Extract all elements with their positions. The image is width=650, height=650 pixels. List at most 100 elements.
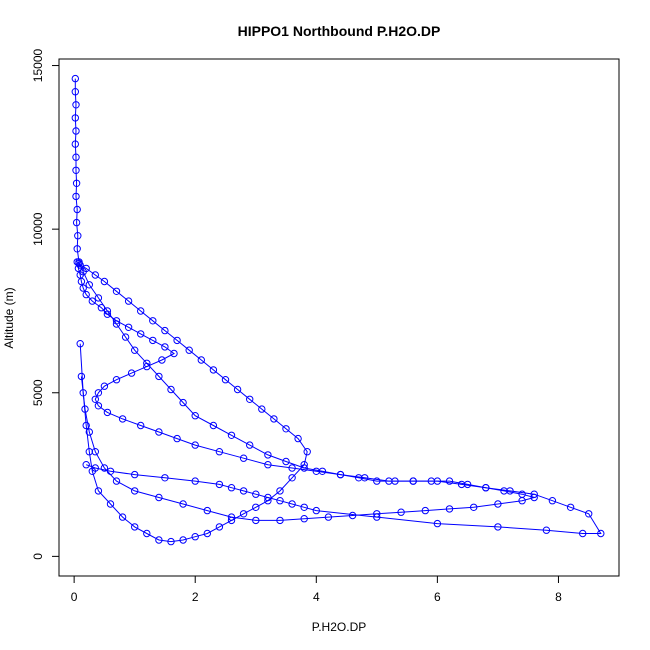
data-point — [88, 297, 97, 305]
data-point — [94, 389, 103, 397]
data-point — [112, 477, 121, 485]
data-point — [161, 343, 169, 351]
data-point — [131, 487, 139, 495]
y-axis-label: Altitude (m) — [2, 287, 16, 348]
data-point — [500, 487, 508, 495]
y-axis: 0 5000 10000 15000 — [31, 48, 60, 560]
data-point — [94, 487, 103, 495]
x-tick-label: 0 — [71, 590, 78, 604]
data-point — [185, 346, 193, 354]
data-point — [227, 513, 236, 521]
data-point — [112, 376, 121, 384]
data-point — [397, 508, 405, 516]
data-point — [131, 346, 139, 354]
data-point — [294, 434, 302, 443]
data-point — [121, 333, 130, 341]
data-point — [373, 510, 381, 518]
data-point — [79, 284, 87, 292]
series-line — [76, 261, 308, 543]
data-point — [355, 474, 363, 482]
data-point — [252, 490, 260, 498]
data-point — [71, 114, 80, 122]
y-tick-label: 15000 — [31, 48, 45, 82]
data-point — [276, 516, 284, 525]
x-axis: 0 2 4 6 8 — [71, 575, 562, 604]
data-point — [85, 428, 94, 436]
data-point — [161, 326, 169, 335]
data-point — [124, 323, 133, 331]
data-point — [167, 385, 175, 394]
data-point — [203, 506, 212, 515]
data-point — [264, 451, 272, 459]
data-point — [76, 261, 84, 269]
data-point — [118, 513, 127, 521]
data-point — [94, 294, 103, 302]
data-point — [81, 405, 89, 413]
data-point — [209, 366, 218, 374]
series-3 — [75, 259, 538, 525]
data-point — [72, 101, 80, 109]
plot-frame — [58, 58, 620, 577]
data-point — [252, 503, 260, 511]
data-point — [421, 506, 429, 515]
data-point — [300, 503, 308, 511]
data-point — [131, 470, 139, 479]
data-point — [173, 336, 181, 345]
data-point — [112, 320, 121, 328]
data-point — [77, 372, 86, 381]
data-point — [482, 484, 490, 492]
x-tick-label: 4 — [313, 590, 320, 604]
data-point — [72, 127, 80, 135]
data-point — [155, 493, 163, 502]
plot-area — [71, 74, 605, 546]
data-point — [73, 245, 81, 253]
data-point — [494, 500, 502, 508]
data-point — [76, 340, 84, 348]
data-point — [94, 402, 103, 410]
data-point — [72, 179, 81, 188]
data-point — [348, 511, 357, 520]
data-point — [179, 536, 187, 544]
data-point — [149, 336, 157, 345]
data-point — [103, 307, 112, 315]
y-tick-label: 5000 — [31, 379, 45, 406]
data-point — [282, 425, 290, 433]
data-point — [433, 519, 442, 528]
data-point — [197, 356, 206, 364]
x-axis-label: P.H2O.DP — [312, 620, 366, 634]
data-point — [252, 516, 260, 525]
chart-title: HIPPO1 Northbound P.H2O.DP — [238, 23, 441, 39]
data-point — [445, 505, 454, 513]
data-point — [155, 536, 163, 544]
data-point — [585, 510, 593, 518]
data-point — [73, 205, 81, 214]
data-point — [103, 408, 112, 417]
data-point — [91, 271, 100, 279]
data-point — [566, 503, 575, 511]
data-point — [409, 477, 417, 485]
data-point — [137, 421, 145, 430]
data-point — [215, 523, 224, 531]
data-point — [518, 497, 526, 505]
data-point — [597, 529, 605, 538]
data-point — [82, 421, 90, 430]
x-tick-label: 2 — [192, 590, 199, 604]
data-point — [137, 307, 145, 315]
data-point — [209, 421, 218, 430]
y-tick-label: 0 — [31, 553, 45, 560]
data-point — [91, 448, 100, 456]
series-2 — [73, 258, 311, 546]
data-point — [191, 412, 199, 420]
data-point — [227, 484, 236, 492]
data-point — [203, 529, 212, 538]
data-point — [100, 277, 109, 286]
data-point — [373, 477, 381, 485]
data-point — [264, 497, 272, 505]
data-point — [270, 415, 278, 423]
data-point — [463, 480, 472, 489]
data-point — [246, 441, 254, 449]
data-point — [221, 376, 230, 384]
data-point — [71, 140, 80, 148]
data-point — [79, 268, 87, 276]
